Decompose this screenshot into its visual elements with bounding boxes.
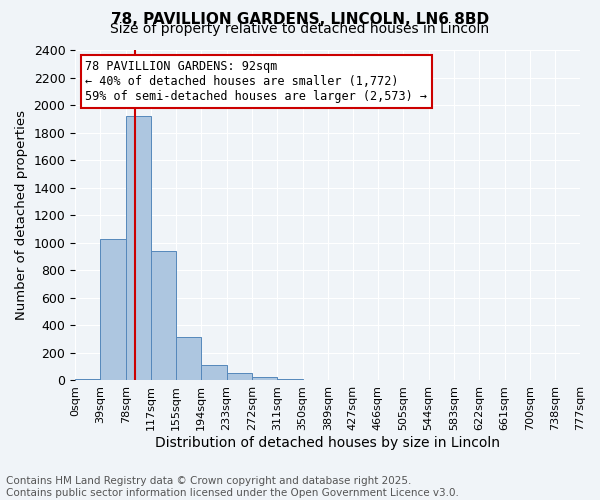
Bar (227, 373, 252, 380)
Bar (151, 251, 176, 380)
Bar (201, 364, 227, 380)
Bar (100, 238, 126, 380)
Text: Contains HM Land Registry data © Crown copyright and database right 2025.
Contai: Contains HM Land Registry data © Crown c… (6, 476, 459, 498)
X-axis label: Distribution of detached houses by size in Lincoln: Distribution of detached houses by size … (155, 436, 500, 450)
Bar (126, 116, 151, 380)
Text: 78, PAVILLION GARDENS, LINCOLN, LN6 8BD: 78, PAVILLION GARDENS, LINCOLN, LN6 8BD (111, 12, 489, 28)
Text: Size of property relative to detached houses in Lincoln: Size of property relative to detached ho… (110, 22, 490, 36)
Bar (75, 379, 100, 380)
Bar (277, 379, 302, 380)
Bar (176, 337, 201, 380)
Y-axis label: Number of detached properties: Number of detached properties (15, 110, 28, 320)
Text: 78 PAVILLION GARDENS: 92sqm
← 40% of detached houses are smaller (1,772)
59% of : 78 PAVILLION GARDENS: 92sqm ← 40% of det… (85, 60, 427, 103)
Bar (252, 377, 277, 380)
